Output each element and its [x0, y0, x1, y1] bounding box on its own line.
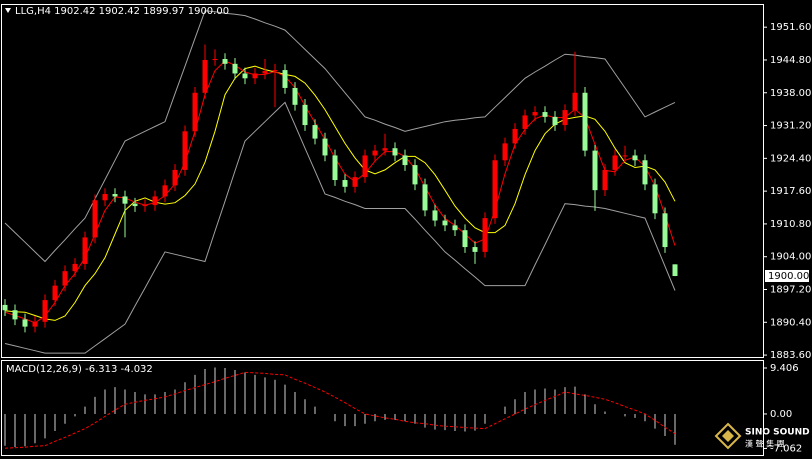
- y-tick-label: 1931.20: [770, 121, 811, 132]
- menu-arrow[interactable]: [5, 8, 11, 13]
- candle-body: [112, 194, 118, 197]
- macd-title: MACD(12,26,9) -6.313 -4.032: [6, 364, 153, 375]
- y-tick-label: 1910.80: [770, 219, 811, 230]
- y-tick-label: 9.406: [770, 363, 799, 374]
- candle-body: [452, 225, 458, 231]
- y-tick-label: 1944.80: [770, 55, 811, 66]
- candle-body: [192, 92, 198, 132]
- candle-body: [62, 271, 68, 286]
- y-tick-label: 1917.60: [770, 186, 811, 197]
- indicator-line: [4, 10, 676, 263]
- candle-body: [432, 210, 438, 221]
- candle-body: [582, 92, 588, 151]
- candle-body: [12, 310, 18, 320]
- candle-body: [222, 59, 228, 64]
- candle-body: [602, 169, 608, 191]
- y-tick-label: -7.062: [770, 443, 802, 454]
- candle-body: [292, 87, 298, 105]
- candle-body: [392, 148, 398, 156]
- candle-body: [322, 138, 328, 156]
- candle-body: [492, 160, 498, 219]
- watermark: SINO SOUND 漢 聲 集 團: [714, 422, 810, 450]
- candle-body: [182, 131, 188, 170]
- candle-body: [472, 247, 478, 252]
- candle-body: [652, 184, 658, 214]
- watermark-title: SINO SOUND: [745, 428, 810, 438]
- candle-body: [402, 155, 408, 166]
- candle-body: [202, 59, 208, 93]
- candle-body: [232, 63, 238, 74]
- candle-body: [362, 155, 368, 178]
- logo-core: [722, 430, 734, 442]
- y-tick-label: 1924.40: [770, 153, 811, 164]
- candle-body: [2, 304, 8, 311]
- candle-body: [312, 125, 318, 139]
- candle-body: [212, 59, 218, 61]
- candle-body: [552, 116, 558, 126]
- candle-body: [272, 70, 278, 72]
- candle-body: [632, 155, 638, 161]
- indicator-line: [4, 101, 676, 354]
- candle-body: [102, 194, 108, 201]
- candle-body: [372, 150, 378, 156]
- candle-body: [442, 220, 448, 226]
- candle-body: [422, 184, 428, 211]
- watermark-subtitle: 漢 聲 集 團: [745, 439, 785, 449]
- candle-body: [172, 169, 178, 186]
- candle-body: [282, 70, 288, 88]
- candle-body: [482, 218, 488, 252]
- y-tick-label: 0.00: [770, 409, 792, 420]
- candle-body: [662, 213, 668, 248]
- candle-body: [162, 185, 168, 197]
- candle-body: [22, 319, 28, 327]
- candle-body: [302, 104, 308, 126]
- candle-body: [42, 300, 48, 322]
- candle-body: [462, 230, 468, 248]
- candle-body: [642, 160, 648, 185]
- candle-body: [382, 148, 388, 151]
- candle-body: [522, 115, 528, 129]
- y-tick-label: 1897.20: [770, 284, 811, 295]
- candle-body: [572, 92, 578, 111]
- candle-body: [92, 200, 98, 238]
- candle-body: [542, 112, 548, 117]
- candle-body: [592, 150, 598, 191]
- logo: [714, 422, 742, 450]
- candle-body: [242, 73, 248, 79]
- candle-body: [512, 128, 518, 144]
- candle-body: [502, 143, 508, 161]
- candle-body: [612, 155, 618, 170]
- candle-body: [142, 205, 148, 207]
- last-price-label: 1900.00: [768, 271, 809, 282]
- macd-panel: [1, 360, 764, 456]
- candle-body: [72, 263, 78, 272]
- candle-body: [532, 112, 538, 116]
- candle-body: [82, 237, 88, 264]
- last-price-box: [765, 269, 809, 282]
- candle-body: [252, 73, 258, 79]
- candle-body: [52, 285, 58, 301]
- candle-body: [152, 196, 158, 206]
- price-panel: [1, 4, 764, 358]
- y-tick-label: 1904.00: [770, 252, 811, 263]
- y-tick-label: 1951.60: [770, 22, 811, 33]
- candle-body: [262, 71, 268, 74]
- signal-line: [4, 371, 676, 449]
- candle-body: [622, 155, 628, 157]
- candle-body: [412, 165, 418, 185]
- candle-body: [342, 180, 348, 187]
- chart-title: LLG,H4 1902.42 1902.42 1899.97 1900.00: [15, 6, 229, 17]
- candle-body: [132, 203, 138, 207]
- candle-body: [352, 177, 358, 187]
- candle-body: [562, 110, 568, 126]
- y-tick-label: 1938.00: [770, 88, 811, 99]
- y-tick-label: 1890.40: [770, 317, 811, 328]
- candle-body: [672, 264, 678, 276]
- candle-body: [122, 196, 128, 204]
- candle-body: [332, 155, 338, 181]
- y-tick-label: 1883.60: [770, 350, 811, 361]
- candle-body: [32, 321, 38, 327]
